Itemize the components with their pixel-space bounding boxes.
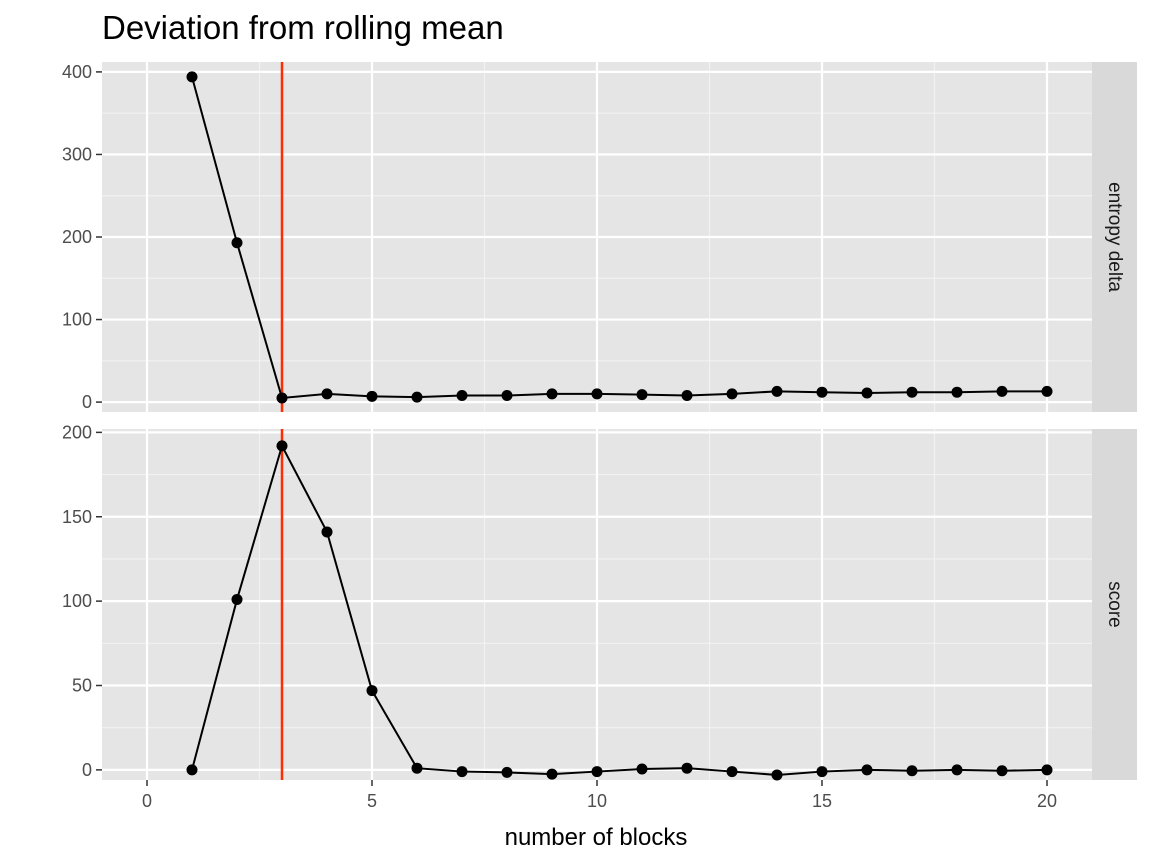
y-tick-label: 150 [62,507,92,527]
data-point [591,388,603,400]
data-point [636,389,648,401]
data-point [816,766,828,778]
facet-panel-1: 0 50 100 150 200 score [62,422,1137,781]
facet-panels: 0 100 200 300 400 entropy delta 0 50 100 150 200 sc… [62,62,1137,781]
data-point [321,388,333,400]
x-tick-label: 15 [812,791,832,811]
data-point [861,387,873,399]
data-point [366,390,378,402]
y-tick-label: 0 [82,760,92,780]
data-point [276,392,288,404]
y-tick-label: 100 [62,310,92,330]
chart-title: Deviation from rolling mean [102,9,504,46]
x-tick-label: 5 [367,791,377,811]
data-point [906,386,918,398]
data-point [501,766,513,778]
data-point [906,765,918,777]
data-point [321,526,333,538]
data-point [231,593,243,605]
data-point [951,764,963,776]
y-tick-label: 200 [62,422,92,442]
data-point [1041,764,1053,776]
y-tick-label: 200 [62,227,92,247]
facet-strip-label: entropy delta [1104,182,1125,292]
data-point [996,385,1008,397]
data-point [456,389,468,401]
data-point [501,389,513,401]
facet-panel-0: 0 100 200 300 400 entropy delta [62,62,1137,412]
y-tick-label: 100 [62,591,92,611]
data-point [186,764,198,776]
data-point [1041,385,1053,397]
y-tick-label: 400 [62,62,92,82]
x-tick-label: 0 [142,791,152,811]
data-point [546,768,558,780]
data-point [681,762,693,774]
x-tick-label: 20 [1037,791,1057,811]
facet-strip [1092,62,1137,412]
data-point [726,766,738,778]
data-point [726,388,738,400]
data-point [411,762,423,774]
data-point [996,765,1008,777]
facet-strip [1092,429,1137,780]
y-tick-label: 300 [62,144,92,164]
series-line [191,443,1048,776]
data-point [636,763,648,775]
data-point [276,440,288,452]
facet-strip-label: score [1104,581,1125,627]
data-point [951,386,963,398]
data-point [771,385,783,397]
data-point [411,391,423,403]
data-point [771,769,783,781]
y-tick-label: 50 [72,676,92,696]
y-tick-label: 0 [82,392,92,412]
data-point [456,766,468,778]
data-point [591,766,603,778]
data-point [366,685,378,697]
x-axis: 0 5 10 15 20 [142,780,1057,811]
x-axis-title: number of blocks [505,824,688,851]
data-point [231,237,243,249]
data-point [186,71,198,83]
data-point [816,386,828,398]
x-tick-label: 10 [587,791,607,811]
data-point [546,388,558,400]
data-point [681,389,693,401]
series-line [191,76,1047,400]
data-point [861,764,873,776]
